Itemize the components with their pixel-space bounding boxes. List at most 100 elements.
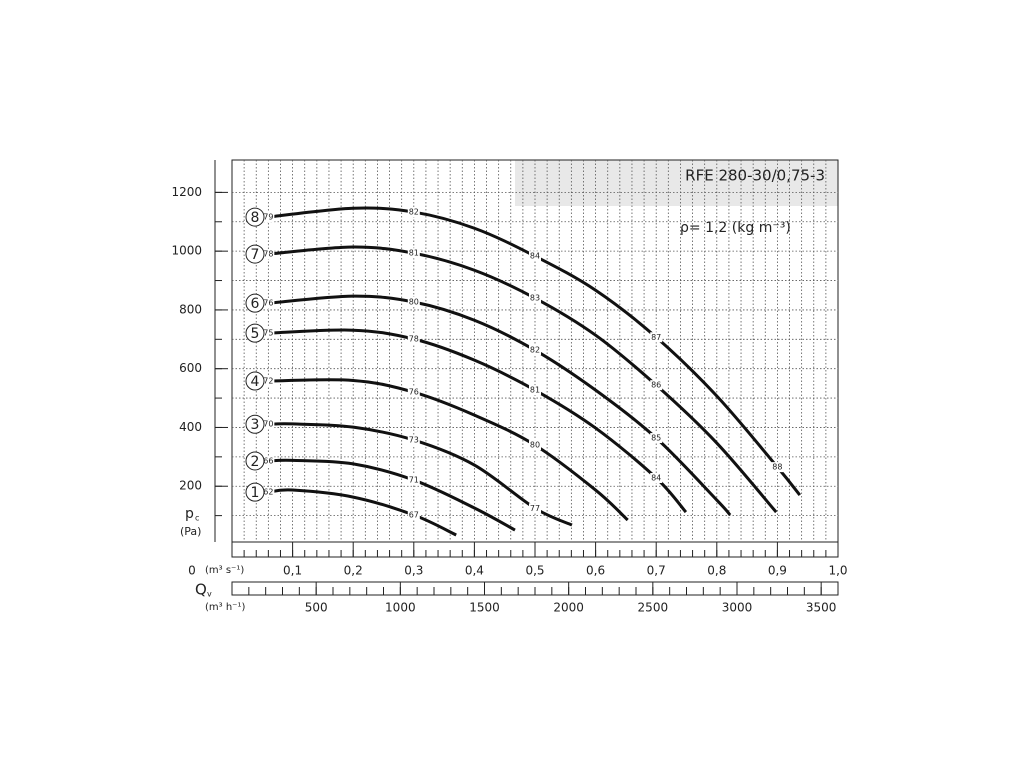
title-box	[515, 160, 838, 206]
y-tick-label: 1000	[171, 244, 202, 258]
curve-number-circle	[245, 323, 265, 343]
label-bg	[407, 248, 420, 259]
curve	[268, 458, 516, 532]
curve	[268, 488, 457, 537]
x2-tick-label: 2000	[553, 601, 584, 615]
x-tick-label: 0,1	[283, 564, 302, 578]
x2-label-unit: (m³ h⁻¹)	[205, 602, 245, 613]
x-tick-label: 0,2	[344, 564, 363, 578]
label-bg	[262, 298, 275, 309]
y-label-symbol: p	[185, 506, 194, 522]
point-label: 81	[409, 249, 419, 258]
label-bg	[262, 419, 275, 430]
point-label: 67	[409, 511, 419, 520]
point-label: 70	[263, 420, 273, 429]
legend-label: 7	[251, 247, 260, 263]
legend-label: 4	[251, 374, 260, 390]
x-tick-label: 0,6	[586, 564, 605, 578]
point-label: 75	[263, 329, 273, 338]
label-bg	[407, 296, 420, 307]
curve-number-circle	[245, 207, 265, 227]
label-bg	[650, 332, 663, 343]
label-bg	[262, 455, 275, 466]
point-label: 84	[651, 474, 661, 483]
x2-tick-label: 1000	[385, 601, 416, 615]
point-label: 88	[772, 463, 782, 472]
annotation: ρ= 1,2 (kg m⁻³)	[680, 220, 791, 236]
label-bg	[650, 433, 663, 444]
curve	[268, 206, 801, 496]
label-bg	[407, 475, 420, 486]
x-tick-label: 0,3	[404, 564, 423, 578]
x-tick-label: 0	[188, 564, 196, 578]
x2-label-subscript: v	[207, 590, 212, 599]
point-label: 85	[651, 434, 661, 443]
x-tick-label: 0,8	[707, 564, 726, 578]
x2-tick-label: 2500	[638, 601, 669, 615]
label-bg	[262, 212, 275, 223]
point-label: 81	[530, 386, 540, 395]
label-bg	[771, 462, 784, 473]
x-tick-label: 0,4	[465, 564, 484, 578]
x2-tick-label: 3500	[806, 601, 837, 615]
y-tick-label: 1200	[171, 185, 202, 199]
label-bg	[529, 440, 541, 451]
curve-number-circle	[245, 244, 265, 264]
point-label: 83	[530, 294, 540, 303]
y-tick-label: 800	[179, 302, 202, 316]
x2-tick-label: 500	[305, 601, 328, 615]
label-bg	[650, 380, 663, 391]
curve	[268, 328, 688, 514]
label-bg	[407, 334, 420, 345]
curve-number-circle	[245, 371, 265, 391]
label-bg	[262, 376, 275, 387]
x-tick-label: 1,0	[828, 564, 847, 578]
point-label: 66	[263, 456, 273, 465]
label-bg	[262, 249, 275, 260]
point-label: 77	[530, 504, 540, 513]
point-label: 62	[263, 488, 273, 497]
x-tick-label: 0,5	[525, 564, 544, 578]
point-label: 72	[263, 377, 273, 386]
y-tick-label: 600	[179, 361, 202, 375]
legend-label: 6	[251, 296, 260, 312]
label-bg	[407, 435, 420, 446]
y-label-subscript: c	[195, 514, 199, 523]
chart-title: RFE 280-30/0,75-3	[685, 167, 825, 185]
point-label: 87	[651, 333, 661, 342]
legend-label: 5	[251, 326, 260, 342]
y-tick-label: 200	[179, 479, 202, 493]
legend-label: 3	[251, 417, 260, 433]
point-label: 79	[263, 213, 273, 222]
label-bg	[650, 473, 663, 484]
point-label: 76	[263, 299, 273, 308]
curve-number-circle	[245, 482, 265, 502]
x2-tick-label: 1500	[469, 601, 500, 615]
y-tick-label: 400	[179, 420, 202, 434]
y-label-unit: (Pa)	[180, 525, 201, 538]
label-bg	[407, 510, 420, 521]
label-bg	[529, 251, 541, 262]
label-bg	[529, 385, 541, 396]
label-bg	[529, 503, 541, 514]
legend-label: 1	[251, 485, 260, 501]
curve-number-circle	[245, 414, 265, 434]
label-bg	[529, 345, 541, 356]
point-label: 71	[409, 476, 419, 485]
point-label: 82	[530, 346, 540, 355]
point-label: 82	[409, 208, 419, 217]
label-bg	[262, 328, 275, 339]
label-bg	[407, 207, 420, 218]
point-label: 78	[409, 335, 419, 344]
label-bg	[407, 387, 420, 398]
point-label: 80	[530, 441, 540, 450]
x-tick-label: 0,7	[647, 564, 666, 578]
x-tick-label: 0,9	[768, 564, 787, 578]
point-label: 73	[409, 436, 419, 445]
point-label: 76	[409, 388, 419, 397]
x2-tick-label: 3000	[722, 601, 753, 615]
label-bg	[529, 293, 541, 304]
curve-number-circle	[245, 293, 265, 313]
point-label: 84	[530, 252, 540, 261]
